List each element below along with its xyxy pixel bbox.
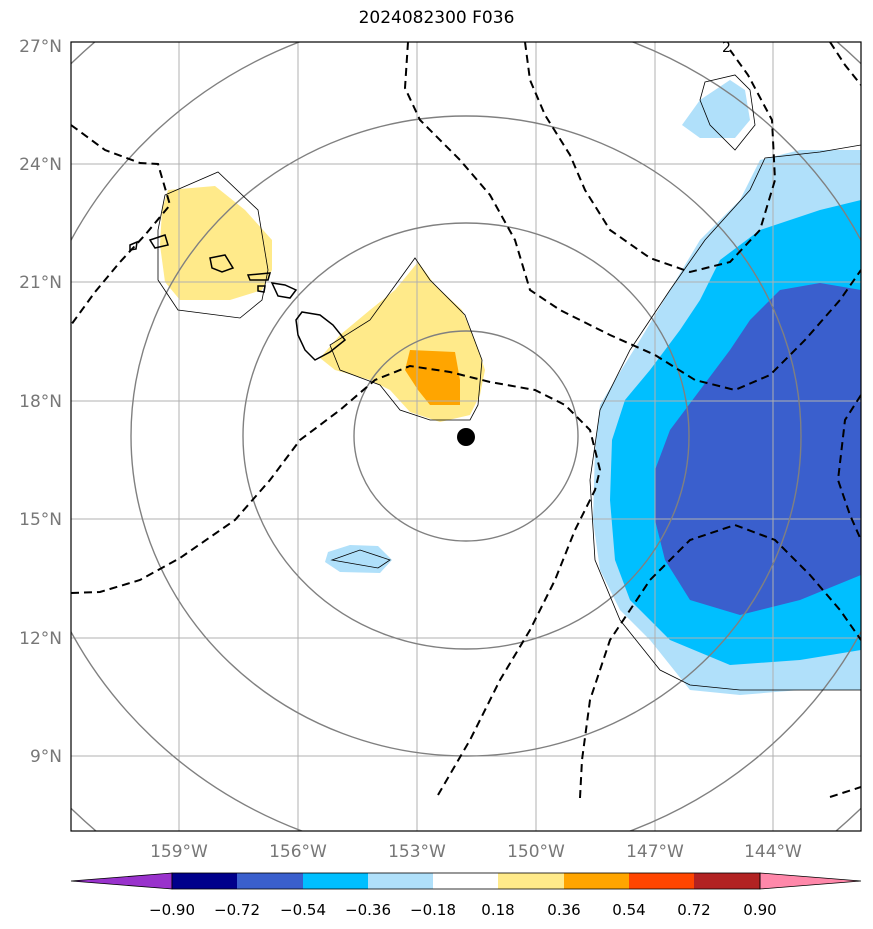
lat-label: 12°N xyxy=(19,629,62,649)
lat-label: 18°N xyxy=(19,392,62,412)
shade-negative-small-north xyxy=(682,80,750,138)
map-frame xyxy=(70,41,862,832)
lat-label: 27°N xyxy=(19,37,62,57)
colorbar-segment xyxy=(433,873,498,889)
colorbar-segment xyxy=(368,873,433,889)
colorbar-segment xyxy=(694,873,760,889)
colorbar-tick-label: 0.90 xyxy=(743,901,776,919)
lon-label: 147°W xyxy=(626,842,684,862)
colorbar-tick-label: 0.18 xyxy=(481,901,514,919)
colorbar-tick-label: −0.54 xyxy=(280,901,326,919)
lon-axis: 159°W 156°W 153°W 150°W 147°W 144°W xyxy=(150,842,802,862)
lat-label: 9°N xyxy=(30,747,62,767)
lon-label: 156°W xyxy=(269,842,327,862)
colorbar-extend-low xyxy=(70,872,173,890)
colorbar-segment xyxy=(629,873,694,889)
colorbar-tick-label: −0.36 xyxy=(345,901,391,919)
lat-axis: 27°N 24°N 21°N 18°N 15°N 12°N 9°N xyxy=(19,37,62,767)
colorbar-segment xyxy=(237,873,303,889)
storm-center-marker xyxy=(457,428,475,446)
shade-positive-core xyxy=(405,350,460,405)
colorbar-ticks: −0.90 −0.72 −0.54 −0.36 −0.18 0.18 0.36 … xyxy=(149,901,777,919)
gridlines xyxy=(71,42,861,831)
colorbar-segment xyxy=(172,873,237,889)
shade-negative-core xyxy=(655,283,861,615)
dashed-contours xyxy=(71,42,861,799)
colorbar-tick-label: −0.18 xyxy=(410,901,456,919)
colorbar-tick-label: 0.72 xyxy=(677,901,710,919)
colorbar-frame xyxy=(171,872,761,890)
shade-positive-hawaii-north xyxy=(160,186,272,300)
lon-label: 144°W xyxy=(744,842,802,862)
colorbar-tick-label: −0.90 xyxy=(149,901,195,919)
colorbar-extend-high xyxy=(759,872,862,890)
lat-label: 21°N xyxy=(19,273,62,293)
lon-label: 153°W xyxy=(388,842,446,862)
colorbar: −0.90 −0.72 −0.54 −0.36 −0.18 0.18 0.36 … xyxy=(70,872,862,919)
shade-negative-small-south xyxy=(325,545,392,573)
lon-label: 150°W xyxy=(507,842,565,862)
colorbar-segment xyxy=(564,873,629,889)
lat-label: 24°N xyxy=(19,155,62,175)
lat-label: 15°N xyxy=(19,510,62,530)
map-title: 2024082300 F036 xyxy=(358,8,515,28)
lon-label: 159°W xyxy=(150,842,208,862)
colorbar-tick-label: −0.72 xyxy=(214,901,260,919)
coastlines xyxy=(129,234,347,361)
colorbar-segment xyxy=(303,873,368,889)
colorbar-tick-label: 0.36 xyxy=(547,901,580,919)
shade-positive-south-island xyxy=(320,262,485,422)
thin-contours xyxy=(157,74,861,691)
colorbar-segment xyxy=(498,873,564,889)
colorbar-segments xyxy=(70,872,862,890)
colorbar-tick-label: 0.54 xyxy=(612,901,645,919)
dashed-contour-label: 2 xyxy=(722,40,731,56)
